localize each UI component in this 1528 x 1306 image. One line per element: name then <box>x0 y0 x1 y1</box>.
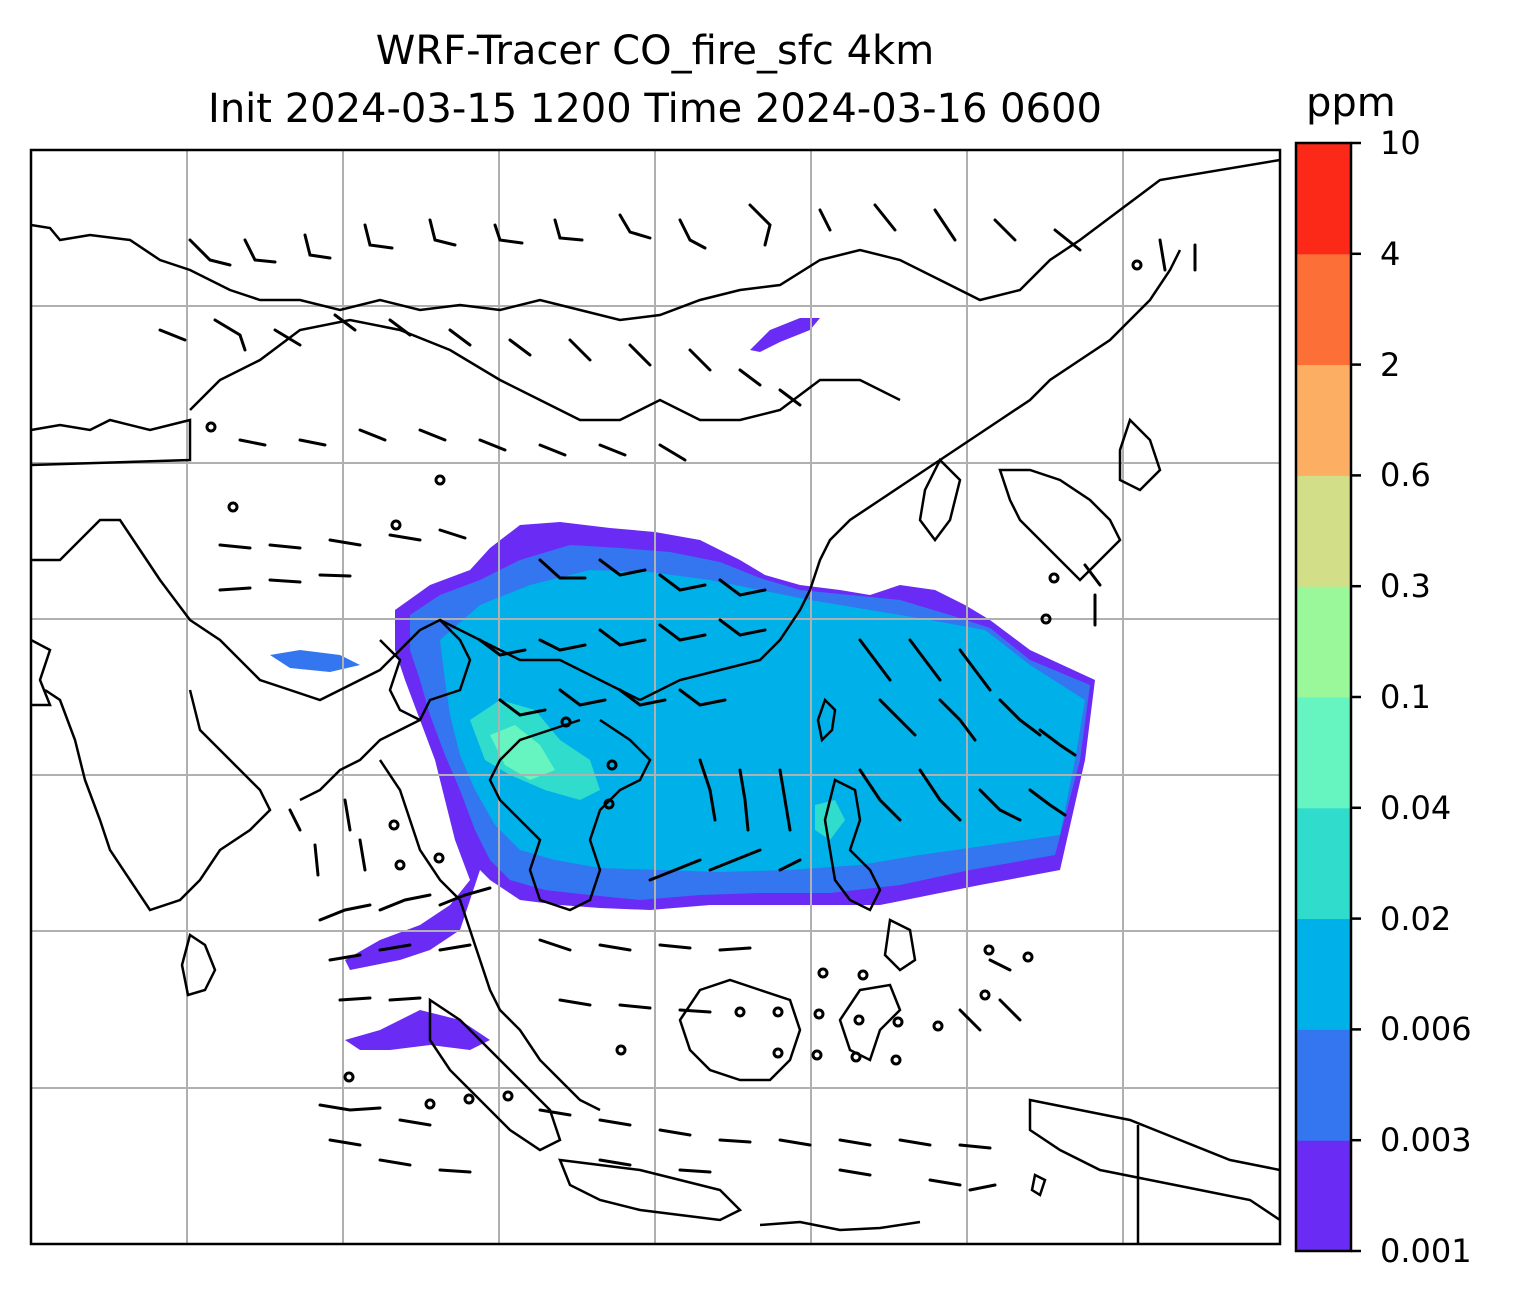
indochina-coast <box>488 718 652 912</box>
colorbar-segment <box>1296 475 1351 587</box>
borneo <box>678 978 802 1082</box>
lesser-sunda <box>759 1173 1047 1232</box>
colorbar-segment <box>1296 143 1351 255</box>
colorbar-unit-label: ppm <box>1306 80 1396 126</box>
plume-level-0.003-west <box>270 650 360 672</box>
colorbar-tick-label: 0.006 <box>1380 1010 1472 1049</box>
colorbar-segment <box>1296 697 1351 809</box>
colorbar-tick-label: 0.02 <box>1380 899 1452 938</box>
colorbar-segment <box>1296 918 1351 1030</box>
myanmar-thai-coast <box>378 759 601 1112</box>
plume-level-0.02b <box>815 800 845 840</box>
colorbar-tick-label: 0.1 <box>1380 678 1431 716</box>
plume-level-0.001-south <box>345 1010 490 1050</box>
colorbar-tick-label: 0.003 <box>1380 1121 1472 1160</box>
calm-wind-circles <box>205 259 1143 1110</box>
colorbar <box>1294 141 1361 1253</box>
sri-lanka <box>180 932 217 997</box>
colorbar-segment <box>1296 253 1351 366</box>
map-title-line2: Init 2024-03-15 1200 Time 2024-03-16 060… <box>208 86 1102 132</box>
colorbar-tick-label: 10 <box>1380 124 1421 162</box>
china-coast <box>639 249 1182 702</box>
colorbar-segment <box>1296 807 1351 920</box>
asia-north-border <box>31 158 1280 322</box>
colorbar-tick-label: 0.6 <box>1380 456 1431 495</box>
sulawesi <box>838 983 902 1062</box>
plume-level-0.006 <box>440 570 1085 872</box>
india-peninsula <box>31 638 272 912</box>
china-inner-borders <box>379 618 641 722</box>
colorbar-segment <box>1296 1029 1351 1141</box>
coastlines <box>31 158 1280 1244</box>
colorbar-segment <box>1296 1140 1351 1252</box>
philippines <box>823 778 917 972</box>
taiwan <box>816 697 837 743</box>
tracer-plume <box>270 318 1095 1050</box>
colorbar-tick-label: 0.04 <box>1380 788 1452 827</box>
new-guinea <box>1028 1098 1280 1222</box>
mongolia-border <box>189 318 901 422</box>
plume-level-0.001-north <box>750 318 820 352</box>
map-frame <box>29 148 1282 1246</box>
india-west-coast <box>31 518 472 802</box>
wind-barbs <box>158 203 1197 1192</box>
map-title-line1: WRF-Tracer CO_fire_sfc 4km <box>375 28 935 74</box>
korea-japan <box>918 417 1162 582</box>
gridlines <box>31 150 1280 1244</box>
colorbar-tick-label: 2 <box>1380 345 1401 384</box>
colorbar-segment <box>1296 586 1351 698</box>
colorbar-tick-label: 4 <box>1380 234 1401 273</box>
java <box>558 1158 743 1222</box>
colorbar-tick-label: 0.3 <box>1380 567 1431 606</box>
sumatra <box>428 997 562 1152</box>
colorbar-segment <box>1296 364 1351 476</box>
plume-level-0.04 <box>490 725 555 780</box>
central-asia-border <box>31 418 192 467</box>
colorbar-tick-label: 0.001 <box>1380 1232 1472 1270</box>
